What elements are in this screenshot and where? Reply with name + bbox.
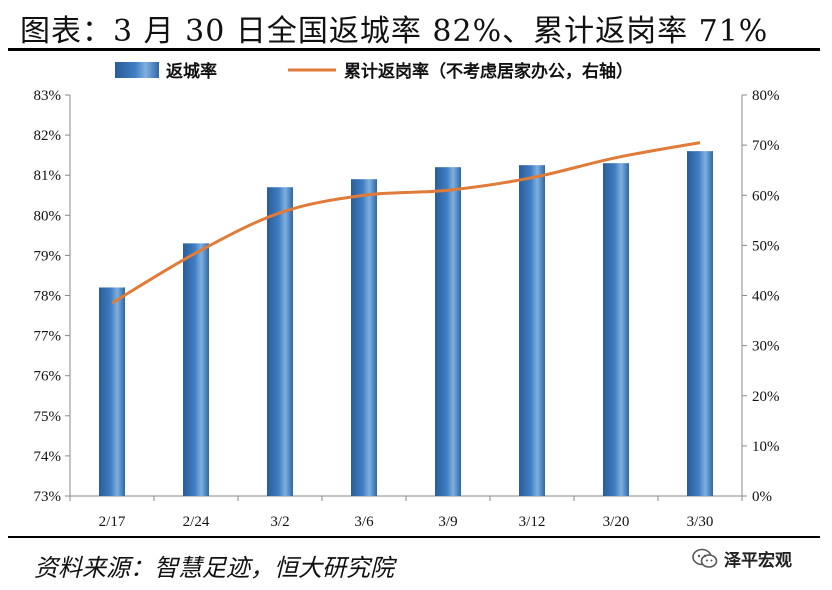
- watermark-text: 泽平宏观: [724, 551, 792, 571]
- source-note: 资料来源：智慧足迹，恒大研究院: [34, 554, 394, 582]
- y-left-tick-label: 82%: [34, 128, 62, 144]
- y-left-tick-label: 76%: [34, 369, 62, 385]
- y-right-tick-label: 20%: [752, 389, 780, 405]
- legend-bar-label: 返城率: [166, 61, 217, 82]
- y-left-tick-label: 77%: [34, 329, 62, 345]
- y-right-tick-label: 80%: [752, 88, 780, 104]
- x-tick-label: 2/24: [183, 514, 210, 530]
- chart: 73% 74% 75% 76% 77% 78% 79% 80% 81% 82% 83% 0% 10% 20…: [34, 61, 780, 530]
- y-right-tick-label: 60%: [752, 188, 780, 204]
- x-tick-label: 3/12: [519, 514, 546, 530]
- y-left-tick-label: 78%: [34, 289, 62, 305]
- wechat-icon: [692, 548, 718, 568]
- bar: [183, 243, 209, 496]
- y-left-tick-label: 74%: [34, 449, 62, 465]
- bar: [687, 151, 713, 496]
- x-tick-label: 3/20: [603, 514, 630, 530]
- y-left-tick-label: 79%: [34, 248, 62, 264]
- line-series-return-to-work: [111, 141, 701, 305]
- y-right-tick-label: 30%: [752, 339, 780, 355]
- bar: [351, 179, 377, 496]
- bar: [267, 187, 293, 497]
- x-tick-label: 3/9: [438, 514, 457, 530]
- footer-divider: [8, 536, 820, 538]
- bar: [603, 163, 629, 497]
- title-divider: [8, 48, 820, 51]
- bar: [519, 165, 545, 497]
- y-right-tick-label: 40%: [752, 289, 780, 305]
- x-tick-label: 3/30: [687, 514, 714, 530]
- x-tick-label: 2/17: [99, 514, 126, 530]
- y-left-tick-label: 73%: [34, 489, 62, 505]
- y-right-tick-label: 50%: [752, 238, 780, 254]
- y-left-tick-label: 80%: [34, 208, 62, 224]
- y-left-tick-label: 83%: [34, 88, 62, 104]
- y-right-tick-label: 10%: [752, 439, 780, 455]
- bar: [99, 287, 125, 496]
- legend-bar-swatch: [115, 62, 159, 78]
- bar: [435, 167, 461, 496]
- y-right-tick-label: 70%: [752, 138, 780, 154]
- watermark: 泽平宏观: [692, 546, 792, 571]
- x-tick-label: 3/2: [270, 514, 289, 530]
- chart-title: 图表：3 月 30 日全国返城率 82%、累计返岗率 71%: [20, 14, 769, 49]
- x-tick-label: 3/6: [354, 514, 374, 530]
- legend-line-label: 累计返岗率（不考虑居家办公，右轴）: [344, 61, 633, 82]
- y-left-tick-label: 75%: [34, 409, 62, 425]
- y-right-tick-label: 0%: [752, 489, 772, 505]
- y-left-tick-label: 81%: [34, 168, 62, 184]
